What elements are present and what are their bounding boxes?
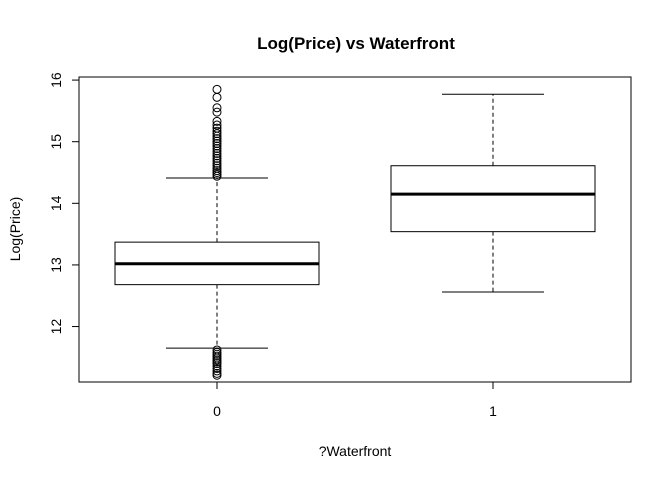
- outlier-point: [212, 103, 222, 113]
- outlier-point: [212, 156, 222, 166]
- outlier-point: [212, 171, 222, 181]
- outlier-point: [212, 143, 222, 153]
- outlier-point: [212, 107, 222, 117]
- x-axis-label: ?Waterfront: [319, 443, 392, 459]
- y-tick-label: 12: [48, 319, 64, 335]
- outlier-point: [212, 151, 222, 161]
- y-tick-label: 16: [48, 72, 64, 88]
- x-tick-label: 1: [489, 403, 497, 419]
- outlier-point: [212, 120, 222, 130]
- outlier-point: [212, 370, 222, 380]
- y-axis-label: Log(Price): [7, 197, 23, 262]
- outlier-point: [212, 361, 222, 371]
- outlier-point: [212, 116, 222, 126]
- outlier-point: [212, 126, 222, 136]
- outlier-point: [212, 139, 222, 149]
- y-tick-label: 15: [48, 134, 64, 150]
- y-tick-label: 13: [48, 257, 64, 273]
- y-axis: 12 13 14 15 16: [48, 72, 80, 335]
- outlier-point: [212, 129, 222, 139]
- outlier-point: [212, 153, 222, 163]
- outlier-point: [212, 92, 222, 102]
- outlier-point: [212, 363, 222, 373]
- outlier-point: [212, 141, 222, 151]
- outlier-point: [212, 136, 222, 146]
- outlier-point: [212, 161, 222, 171]
- outlier-point: [212, 146, 222, 156]
- outlier-point: [212, 359, 222, 369]
- box-group-0: [114, 84, 320, 380]
- iqr-box: [390, 165, 596, 233]
- y-tick-label: 14: [48, 195, 64, 211]
- outlier-point: [212, 158, 222, 168]
- x-tick-label: 0: [213, 403, 221, 419]
- outlier-point: [212, 131, 222, 141]
- outlier-point: [212, 148, 222, 158]
- chart-title: Log(Price) vs Waterfront: [257, 34, 455, 53]
- boxes: [114, 84, 596, 380]
- outlier-point: [212, 366, 222, 376]
- box-group-1: [390, 93, 596, 293]
- outlier-point: [212, 84, 222, 94]
- outlier-point: [212, 134, 222, 144]
